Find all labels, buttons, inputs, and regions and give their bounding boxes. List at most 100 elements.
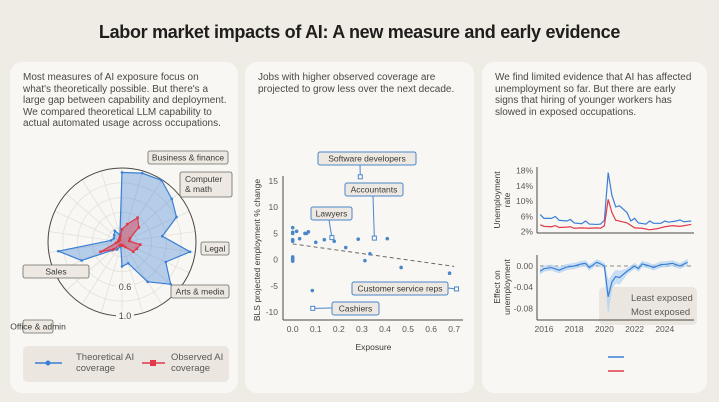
category-label-box: [22, 319, 54, 334]
point-label: Customer service reps: [357, 284, 442, 294]
radar-spoke: [121, 241, 144, 314]
radar-spoke: [121, 241, 196, 253]
effect-line: [539, 261, 688, 297]
y-tick-label: 6%: [521, 211, 534, 221]
scatter-point: [368, 252, 372, 256]
scatter-point: [363, 258, 367, 263]
point-label: Accountants: [351, 185, 398, 195]
x-tick-label: 0.5: [402, 324, 414, 334]
y-tick-label: -0.04: [514, 282, 534, 292]
radar-point: [131, 250, 135, 253]
x-tick-label: 2018: [565, 324, 584, 334]
scatter-point: [290, 239, 295, 244]
point-label-box: [317, 151, 417, 166]
category-label-box: [147, 150, 229, 165]
scatter-point: [290, 231, 295, 236]
scatter-point: [306, 230, 311, 234]
category-label-box: [22, 264, 90, 279]
scatter-point: [297, 236, 302, 241]
radar-point: [126, 262, 130, 265]
radar-point: [169, 282, 172, 286]
category-label: Office & admin: [10, 322, 66, 332]
x-tick-label: 0.4: [379, 324, 391, 334]
scatter-point: [290, 225, 295, 230]
radar-spoke: [100, 241, 123, 314]
legend-least: Least exposed: [631, 293, 693, 304]
radar-spoke: [121, 193, 179, 243]
radar-point: [112, 237, 116, 240]
legend-theoretical: Theoretical AI coverage: [76, 352, 135, 374]
panel-description: We find limited evidence that AI has aff…: [495, 72, 692, 118]
radar-spoke: [121, 179, 163, 243]
x-tick-label: 0.1: [310, 324, 322, 334]
labeled-point: [357, 174, 363, 180]
y-tick-label: 10: [269, 202, 279, 212]
legend-most: Most exposed: [631, 307, 691, 318]
radar-point: [160, 234, 164, 238]
radar-spoke: [54, 210, 123, 243]
y-tick-label: 10%: [516, 196, 533, 206]
x-tick-label: 0.0: [287, 324, 299, 334]
radar-point: [99, 250, 102, 254]
scatter-point: [322, 237, 327, 242]
labeled-point: [329, 235, 335, 241]
radar-point: [114, 241, 118, 245]
y-axis-label-bottom: Effect onunemployment: [492, 258, 512, 314]
scatter-point: [385, 236, 390, 241]
series-line-most: [540, 199, 692, 231]
radar-point: [164, 260, 168, 264]
legend-marker-theoretical: [45, 360, 51, 366]
radar-point: [139, 243, 142, 246]
radar-point: [112, 233, 116, 237]
radar-point: [120, 228, 124, 231]
legend-marker-observed: [150, 360, 156, 366]
category-label: Arts & media: [176, 287, 225, 297]
panel-unemployment: We find limited evidence that AI has aff…: [482, 62, 707, 393]
y-tick-label: 14%: [516, 181, 533, 191]
radar-point: [115, 248, 119, 251]
radar-point: [80, 259, 83, 262]
radar-point: [120, 171, 124, 174]
point-label: Software developers: [328, 154, 406, 164]
x-tick-label: 2020: [595, 324, 614, 334]
ring-label: 0.6: [119, 282, 132, 292]
confidence-band: [539, 259, 688, 313]
point-label-box: [310, 206, 353, 221]
radar-point: [125, 222, 129, 226]
x-axis-label: Exposure: [355, 342, 391, 352]
radar-spoke: [65, 193, 123, 243]
line-legend: Least exposed Most exposed: [599, 287, 697, 325]
series-line-least: [539, 172, 692, 226]
radar-point: [118, 236, 121, 240]
legend-observed: Observed AI coverage: [171, 352, 224, 374]
radar-spoke: [121, 231, 196, 243]
x-tick-label: 0.2: [333, 324, 345, 334]
ring-label: 1.0: [119, 311, 132, 321]
scatter-point: [290, 259, 295, 263]
point-label-box: [351, 281, 449, 296]
category-label: Legal: [205, 244, 226, 254]
radar-legend: Theoretical AI coverage Observed AI cove…: [23, 346, 229, 382]
labeled-point: [310, 305, 316, 311]
radar-spoke: [81, 241, 123, 305]
x-tick-label: 2024: [655, 324, 674, 334]
category-label-box: [200, 241, 230, 256]
x-tick-label: 2022: [625, 324, 644, 334]
callout-line: [328, 219, 333, 238]
y-tick-label: 15: [269, 176, 279, 186]
x-tick-label: 0.6: [425, 324, 437, 334]
page-title: Labor market impacts of AI: A new measur…: [98, 22, 621, 42]
radar-point: [175, 215, 178, 219]
scatter-point: [294, 229, 299, 234]
x-tick-label: 2016: [535, 324, 554, 334]
point-label: Cashiers: [339, 304, 373, 314]
radar-point: [109, 239, 113, 242]
radar-point: [56, 249, 60, 253]
panel-description: Most measures of AI exposure focus on wh…: [23, 72, 227, 130]
radar-point: [113, 229, 117, 233]
y-tick-label: 0.00: [516, 261, 533, 271]
panel-description: Jobs with higher observed coverage are p…: [258, 72, 455, 95]
radar-point: [140, 171, 144, 175]
scatter-point: [447, 271, 452, 276]
